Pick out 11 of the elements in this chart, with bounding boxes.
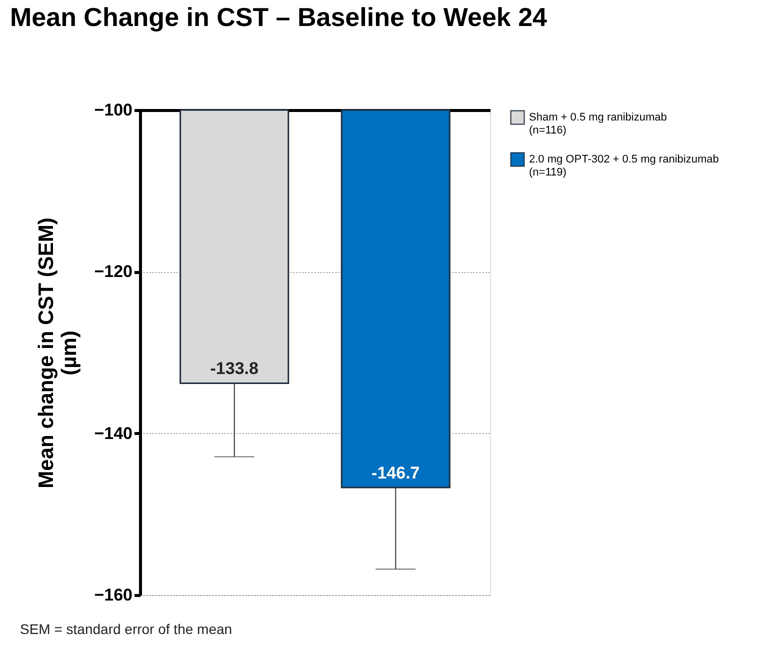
y-tick-label: −100 bbox=[94, 100, 132, 120]
data-label: -146.7 bbox=[372, 463, 420, 482]
y-tick-label: −140 bbox=[94, 424, 132, 443]
legend-label: 2.0 mg OPT-302 + 0.5 mg ranibizumab (n=119) bbox=[529, 154, 719, 178]
y-tick-label: −160 bbox=[94, 586, 132, 604]
data-label: -133.8 bbox=[210, 359, 258, 378]
legend-label: Sham + 0.5 mg ranibizumab (n=116) bbox=[529, 112, 667, 136]
chart-title: Mean Change in CST – Baseline to Week 24 bbox=[10, 2, 548, 32]
y-axis-title: Mean change in CST (SEM) (µm) bbox=[35, 218, 82, 488]
y-tick-label: −120 bbox=[94, 262, 132, 282]
text: SEM = standard error of the mean bbox=[20, 621, 232, 637]
